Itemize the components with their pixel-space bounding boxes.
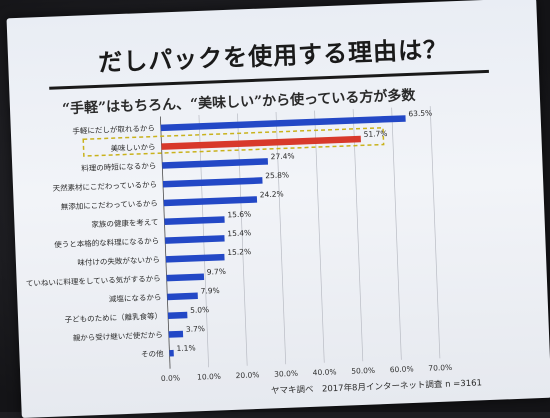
- bar: [161, 135, 361, 150]
- data-label: 63.5%: [408, 108, 432, 118]
- gridline: [429, 106, 441, 359]
- category-label: 家族の健康を考えて: [91, 217, 158, 230]
- gridline: [275, 112, 287, 365]
- x-tick-label: 30.0%: [274, 369, 298, 379]
- gridline: [237, 113, 248, 366]
- data-label: 3.7%: [186, 324, 205, 334]
- bar: [166, 273, 205, 282]
- category-label: その他: [141, 348, 164, 359]
- category-label: 使うと本格的な料理になるから: [54, 235, 159, 249]
- bar: [165, 235, 225, 244]
- projected-slide: だしパックを使用する理由は？ “手軽”はもちろん、“美味しい”から使っている方が…: [6, 0, 550, 418]
- data-label: 9.7%: [207, 267, 226, 277]
- x-tick-label: 60.0%: [390, 364, 414, 374]
- data-label: 15.2%: [227, 247, 251, 257]
- data-label: 1.1%: [176, 343, 195, 353]
- data-label: 7.9%: [200, 286, 219, 296]
- bar: [163, 196, 258, 207]
- x-tick-label: 10.0%: [197, 372, 221, 382]
- bar: [168, 330, 184, 338]
- data-label: 27.4%: [271, 151, 295, 161]
- data-label: 15.4%: [227, 228, 251, 238]
- bar: [165, 253, 225, 263]
- bar: [162, 158, 269, 169]
- category-label: 料理の時短になるから: [81, 160, 156, 173]
- data-label: 15.6%: [227, 209, 251, 219]
- x-tick-label: 40.0%: [313, 367, 337, 377]
- gridline: [314, 110, 325, 363]
- x-tick-label: 20.0%: [235, 370, 259, 380]
- bar: [160, 115, 406, 132]
- bar: [167, 311, 188, 319]
- category-label: 子どものために（離乳食等）: [64, 310, 162, 324]
- bar: [169, 349, 174, 357]
- category-label: 美味しいから: [110, 141, 155, 153]
- x-tick-label: 50.0%: [351, 366, 375, 376]
- bar: [162, 177, 263, 188]
- data-label: 25.8%: [265, 170, 289, 180]
- data-label: 5.0%: [190, 305, 209, 315]
- bar: [167, 292, 198, 301]
- gridline: [352, 109, 364, 362]
- highlight-box: [82, 126, 385, 157]
- bar: [164, 216, 225, 226]
- category-label: 無添加にこだわっているから: [61, 198, 158, 212]
- category-label: 天然素材にこだわっているから: [52, 179, 157, 193]
- category-label: 親から受け継いだ使だから: [73, 329, 163, 342]
- category-label: ていねいに料理をしている気がするから: [26, 273, 161, 288]
- category-label: 味付けの失敗がないから: [77, 254, 160, 267]
- category-label: 減塩になるから: [109, 292, 162, 304]
- labels: 0.0% 10.0% 20.0% 30.0% 40.0% 50.0% 60.0% 70.0% 手…: [26, 108, 453, 383]
- data-label: 51.7%: [363, 129, 387, 139]
- data-label: 24.2%: [260, 189, 284, 199]
- bar-chart: 0.0% 10.0% 20.0% 30.0% 40.0% 50.0% 60.0% 70.0% 手…: [26, 106, 453, 383]
- bars: [160, 115, 406, 357]
- category-label: 手軽にだしが取れるから: [72, 123, 155, 136]
- x-tick-label: 70.0%: [428, 363, 452, 373]
- x-tick-label: 0.0%: [161, 373, 180, 383]
- gridline: [391, 107, 402, 360]
